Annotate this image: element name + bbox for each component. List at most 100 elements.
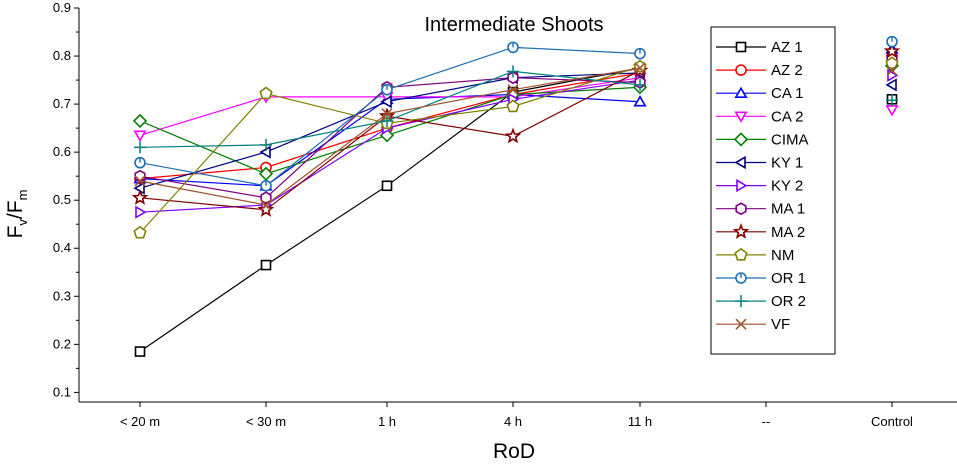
legend-marker	[734, 86, 748, 98]
y-tick-label: 0.2	[53, 336, 71, 351]
legend-marker	[735, 295, 747, 308]
data-point-or-1	[507, 41, 519, 54]
series-or-2	[134, 65, 898, 154]
legend-marker	[735, 64, 747, 76]
legend-marker	[734, 247, 748, 261]
data-point-cima	[258, 166, 274, 181]
data-point-vf-b	[886, 64, 898, 77]
legend-marker	[736, 179, 748, 193]
legend-marker	[734, 155, 746, 170]
legend-item-ky-1: KY 1	[716, 155, 803, 172]
x-axis-title: RoD	[493, 440, 535, 463]
data-point-az-1	[260, 259, 272, 271]
y-axis-title-sub-m: m	[15, 190, 30, 201]
legend-marker	[735, 318, 747, 330]
legend-label: MA 1	[771, 201, 805, 218]
data-point-or-2	[381, 114, 393, 127]
y-axis-title-f: F	[4, 226, 27, 239]
data-point-vf	[134, 175, 146, 187]
data-point-vf-b	[507, 84, 519, 96]
legend-label: AZ 2	[771, 62, 803, 79]
legend-item-az-2: AZ 2	[716, 62, 803, 79]
legend-item-az-1: AZ 1	[716, 39, 803, 56]
legend-marker	[732, 223, 750, 239]
series-vf	[134, 62, 898, 211]
x-ticks: < 20 m < 30 m 1 h 4 h 11 h -- Control	[120, 402, 913, 429]
legend-item-or-1: OR 1	[716, 270, 806, 287]
y-tick-label: 0.5	[53, 192, 71, 207]
data-point-or-1	[260, 179, 272, 192]
data-point-or-1	[381, 83, 393, 96]
y-tick-label: 0.4	[53, 240, 71, 255]
data-point-nm	[506, 99, 520, 113]
x-tick-label: 1 h	[378, 414, 396, 429]
series-layer	[131, 35, 901, 357]
data-point-ma-2	[883, 42, 901, 59]
legend-marker-b	[735, 318, 747, 330]
legend-label: CA 1	[771, 85, 804, 102]
data-point-ca-2	[133, 130, 147, 142]
legend-box	[710, 26, 836, 355]
y-tick-label: 0.9	[53, 0, 71, 15]
legend: AZ 1 AZ 2 CA 1 CA 2 CIMA KY 1 KY 2 MA 1 MA 2 NM OR…	[716, 39, 809, 333]
legend-label: CA 2	[771, 108, 804, 125]
data-point-or-2	[634, 78, 646, 91]
legend-label: VF	[771, 316, 790, 333]
data-point-or-2	[260, 138, 272, 151]
data-point-az-1	[381, 180, 393, 192]
legend-item-vf: VF	[716, 316, 790, 333]
y-tick-label: 0.7	[53, 96, 71, 111]
y-tick-label: 0.1	[53, 384, 71, 399]
x-tick-label: Control	[871, 414, 913, 429]
data-point-vf	[381, 108, 393, 120]
legend-marker	[733, 132, 749, 147]
data-point-ma-2	[257, 201, 275, 217]
legend-item-cima: CIMA	[716, 131, 809, 148]
x-tick-label: 11 h	[628, 414, 652, 429]
data-point-ky-1	[380, 95, 392, 109]
data-point-vf-b	[134, 175, 146, 187]
legend-label: OR 1	[771, 270, 806, 287]
data-point-or-2	[507, 65, 519, 78]
data-point-or-1	[634, 47, 646, 60]
legend-label: OR 2	[771, 293, 806, 310]
legend-item-nm: NM	[716, 247, 794, 264]
y-tick-label: 0.3	[53, 288, 71, 303]
chart-title: Intermediate Shoots	[425, 14, 604, 36]
legend-label: KY 2	[771, 178, 803, 195]
legend-label: CIMA	[771, 131, 809, 148]
data-point-vf	[260, 199, 272, 211]
legend-marker	[734, 111, 748, 123]
data-point-vf	[507, 84, 519, 96]
y-axis-title-slash-f: /F	[4, 200, 27, 219]
data-point-ky-1	[885, 78, 897, 92]
data-point-vf	[634, 62, 646, 74]
x-tick-label: < 30 m	[246, 414, 286, 429]
data-point-or-1	[886, 35, 898, 48]
data-point-or-2	[886, 94, 898, 107]
data-point-ky-2	[135, 205, 147, 219]
legend-item-ca-1: CA 1	[716, 85, 804, 102]
legend-marker	[735, 272, 747, 284]
x-tick-label: < 20 m	[120, 414, 160, 429]
y-axis-title-sub-v: v	[15, 219, 30, 226]
legend-marker	[735, 202, 747, 216]
data-point-vf-b	[381, 108, 393, 120]
x-tick-label: 4 h	[504, 414, 522, 429]
legend-label: KY 1	[771, 155, 803, 172]
data-point-az-1	[134, 346, 146, 357]
data-point-nm	[259, 86, 273, 100]
data-point-nm	[885, 56, 899, 69]
legend-label: MA 2	[771, 224, 805, 241]
data-point-or-2	[134, 141, 146, 154]
y-tick-label: 0.6	[53, 144, 71, 159]
data-point-vf-b	[634, 62, 646, 74]
legend-item-or-2: OR 2	[716, 293, 806, 310]
y-axis-title: Fv/Fm	[4, 190, 30, 239]
data-point-vf	[886, 64, 898, 77]
legend-item-ca-2: CA 2	[716, 108, 804, 125]
legend-item-ma-1: MA 1	[716, 201, 805, 218]
legend-label: NM	[771, 247, 794, 264]
legend-label: AZ 1	[771, 39, 803, 56]
